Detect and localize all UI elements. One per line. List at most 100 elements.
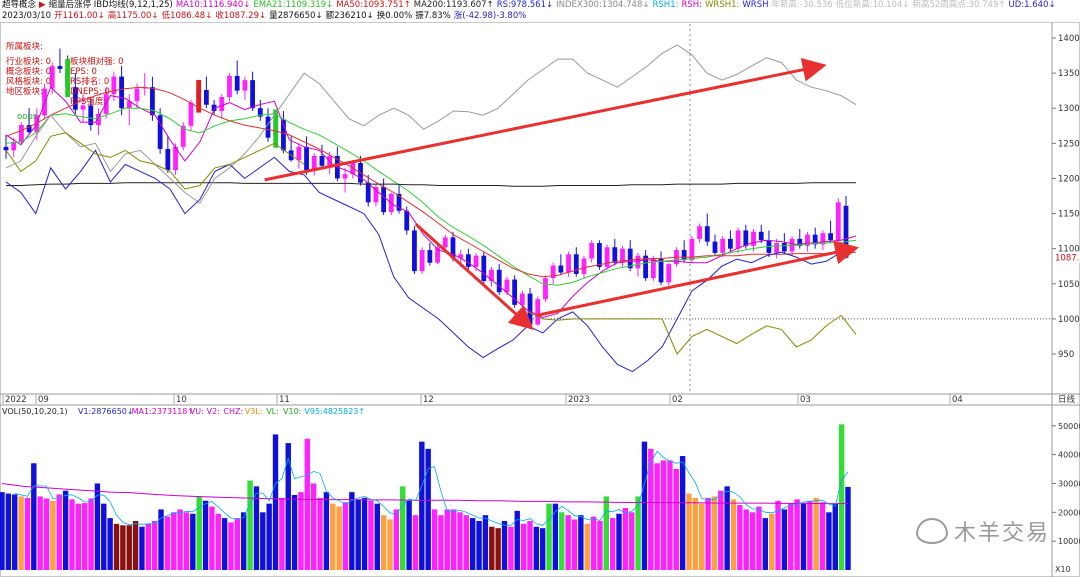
candle-body	[49, 66, 55, 89]
sector-list-left: 行业板块: 0 概念板块: 0 风格板块: 0 地区板块:	[6, 57, 51, 97]
time-label: 12	[423, 395, 434, 405]
volume-bar	[56, 494, 62, 570]
volume-label: VOL(50,10,20,1)	[2, 407, 68, 416]
candle-body	[635, 255, 641, 269]
volume-bar	[101, 503, 107, 570]
header2-item: 量2876650↓	[269, 11, 323, 21]
candle-body	[797, 238, 803, 246]
volume-tick-label: 200000	[1058, 508, 1080, 517]
candle-body	[843, 205, 849, 258]
candle-body	[404, 210, 410, 231]
volume-bar	[18, 496, 24, 570]
volume-bar	[234, 518, 241, 570]
volume-bar	[253, 486, 260, 570]
volume-bar	[514, 510, 520, 570]
header1-item: MA50:1093.751↑	[336, 0, 411, 10]
volume-tick-label: 100000	[1058, 537, 1080, 546]
price-tick-label: 1200	[1058, 174, 1080, 184]
volume-bar	[355, 499, 361, 570]
header1-item: 新高52周高点:30.749↑	[912, 0, 1006, 10]
volume-bar	[578, 515, 584, 570]
candle-body	[296, 146, 302, 161]
candle-body	[828, 233, 833, 241]
price-tick-label: 1050	[1058, 280, 1080, 290]
volume-bar	[539, 528, 546, 570]
volume-bar	[788, 503, 794, 570]
sector-line: 概念板块: 0	[6, 67, 51, 77]
candle-body	[150, 87, 155, 116]
volume-bar	[667, 460, 673, 570]
volume-bar	[457, 512, 463, 570]
volume-bar	[654, 463, 660, 570]
indicator-line-index300	[5, 44, 857, 204]
volume-bar	[476, 520, 482, 570]
volume-bar	[533, 526, 540, 570]
last-price-box	[1053, 251, 1080, 263]
volume-value: MA1:2373118↑	[132, 407, 195, 416]
candle-body	[758, 231, 764, 241]
volume-bar	[177, 509, 183, 570]
volume-bar	[641, 441, 648, 570]
candle-body	[419, 250, 425, 272]
volume-bar	[151, 520, 158, 570]
header2-item: 2023/03/10	[2, 11, 51, 21]
volume-bar	[756, 506, 762, 570]
volume-bar	[31, 463, 37, 570]
volume-bar	[679, 456, 686, 570]
volume-bar	[393, 509, 400, 570]
volume-bar	[279, 497, 285, 570]
header2-item: 低1086.48↓	[161, 11, 213, 21]
volume-value: V2:	[207, 407, 220, 416]
volume-bar	[69, 499, 75, 570]
candle-body	[234, 75, 240, 91]
volume-bar	[241, 512, 247, 570]
volume-value: CHZ:	[223, 407, 243, 416]
indicator-line-ma200	[6, 182, 856, 187]
candle-body	[504, 279, 510, 293]
price-tick-label: 1350	[1058, 69, 1080, 79]
candle-body	[712, 241, 718, 253]
candle-body	[735, 230, 741, 249]
volume-bar	[431, 509, 438, 570]
volume-bar	[692, 497, 699, 570]
candle-body	[427, 250, 433, 263]
indicator-line-rs	[5, 149, 857, 373]
candle-body	[450, 237, 456, 259]
candle-body	[558, 265, 564, 273]
volume-bar	[323, 492, 330, 570]
candle-body	[80, 105, 86, 110]
volume-bar	[482, 515, 489, 570]
accent-candle	[273, 109, 279, 148]
candle-body	[173, 146, 178, 171]
volume-bar	[298, 492, 304, 570]
volume-bar	[285, 443, 291, 570]
watermark: 木羊交易	[915, 515, 1050, 547]
volume-bar	[368, 500, 374, 570]
volume-bar	[190, 513, 196, 570]
volume-bar	[444, 509, 450, 570]
volume-bar	[648, 448, 654, 570]
volume-bar	[374, 503, 380, 570]
volume-bar	[622, 507, 629, 570]
volume-bar	[635, 496, 641, 570]
volume-bar	[24, 497, 31, 570]
volume-thin-line	[14, 450, 849, 526]
candle-body	[203, 89, 209, 105]
volume-bar	[132, 520, 139, 570]
candle-body	[650, 258, 656, 279]
volume-bar	[807, 500, 813, 570]
header1-item: RS:978.561↓	[496, 0, 554, 10]
volume-bar	[438, 515, 444, 570]
header2-item: 振7.83%	[415, 11, 451, 21]
volume-bar	[120, 525, 126, 570]
candle-body	[620, 248, 625, 263]
candle-body	[465, 254, 471, 267]
volume-bar	[387, 519, 393, 570]
volume-bar	[5, 493, 12, 570]
volume-bar	[565, 515, 571, 570]
volume-bar	[590, 516, 597, 570]
header1-item: 缩量后涨停 IBD均线(9,12,1,25)	[48, 0, 173, 10]
volume-bar	[813, 497, 819, 570]
candle-body	[119, 76, 124, 109]
